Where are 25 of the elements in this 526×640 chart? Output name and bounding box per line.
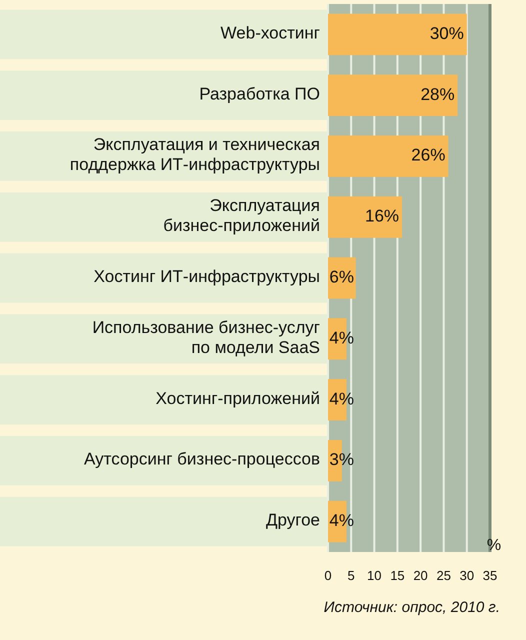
data-label: 16% [365, 206, 400, 226]
bar [328, 196, 402, 238]
x-tick-label: 15 [390, 568, 405, 583]
y-tick-label: Хостинг ИТ-инфраструктуры [94, 267, 320, 286]
y-tick-label: Web-хостинг [220, 24, 320, 43]
data-label: 30% [430, 24, 464, 43]
x-axis-title: % [486, 537, 502, 554]
y-tick-label: Другое [266, 511, 320, 530]
x-tick-label: 20 [413, 568, 428, 583]
x-tick-label: 30 [460, 568, 474, 583]
y-tick-label: Эксплуатация бизнес-приложений [163, 196, 320, 236]
y-tick-label: Использование бизнес-услуг по модели SaaS [92, 318, 320, 358]
x-tick-label: 10 [367, 568, 382, 583]
data-label: 28% [420, 84, 455, 104]
x-tick-label: 35 [482, 568, 498, 583]
y-tick-label: Эксплуатация и техническая поддержка ИТ-инфраструктуры [70, 136, 320, 175]
x-tick-label: 0 [324, 568, 332, 583]
y-tick-label: Аутсорсинг бизнес-процессов [84, 450, 320, 470]
x-tick-label: 5 [348, 568, 355, 583]
text: Источник: опрос, 2010 г. [324, 599, 500, 616]
data-label: 6% [329, 267, 354, 286]
x-tick-label: 25 [436, 568, 451, 583]
data-label: 26% [411, 146, 446, 165]
y-tick-label: Хостинг-приложений [156, 389, 320, 408]
y-tick-label: Разработка ПО [199, 84, 320, 104]
